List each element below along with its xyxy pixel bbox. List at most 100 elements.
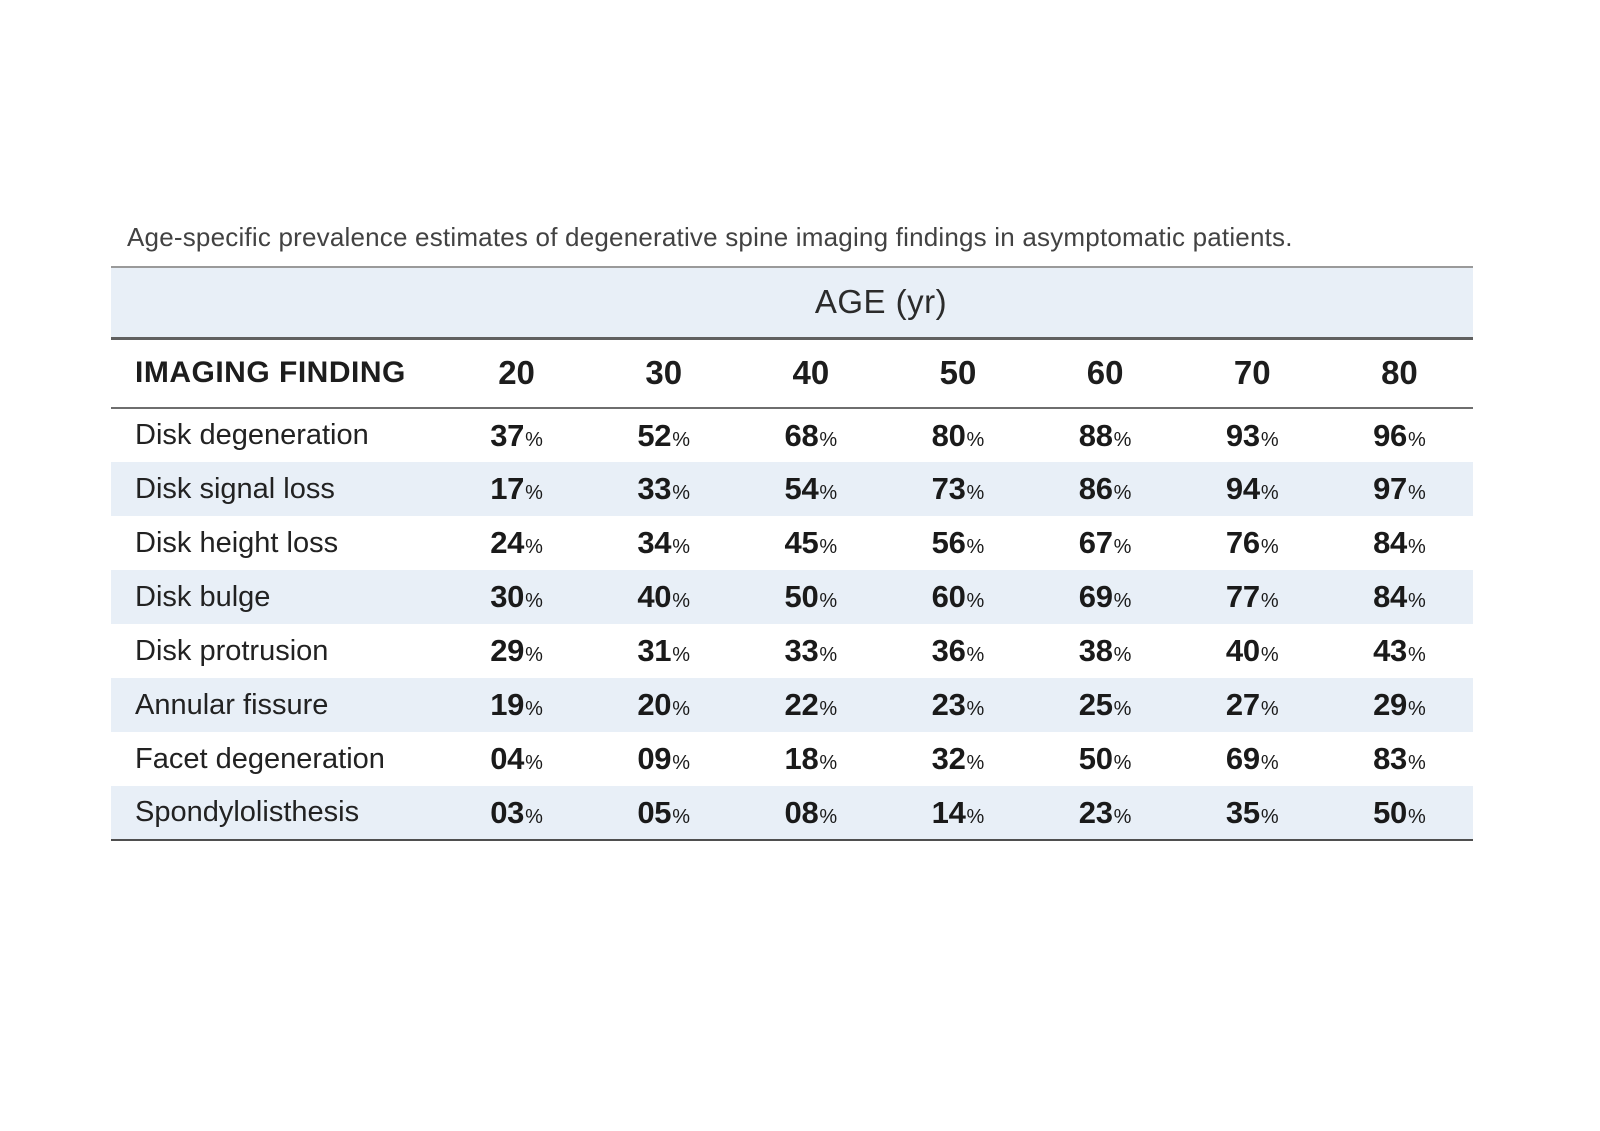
value-cell: 94% [1179,462,1326,516]
age-column-header-70: 70 [1178,338,1326,409]
value-cell: 83% [1326,732,1473,786]
value-number: 56 [931,525,966,560]
value-cell: 50% [737,570,884,624]
value-number: 05 [637,794,672,830]
value-cell: 22% [737,678,884,732]
value-cell: 38% [1032,624,1179,678]
value-number: 68 [784,417,819,453]
value-number: 04 [490,741,525,776]
percent-sign: % [966,482,985,504]
value-number: 36 [931,633,966,668]
percent-sign: % [819,428,838,451]
value-cell: 76% [1179,516,1326,570]
value-number: 22 [784,687,819,722]
finding-label: Disk degeneration [135,419,369,451]
percent-sign: % [672,482,691,504]
percent-sign: % [1407,805,1426,828]
finding-column-header: IMAGING FINDING [111,338,443,409]
finding-label: Disk height loss [135,526,339,559]
value-number: 96 [1373,417,1407,453]
percent-sign: % [1113,482,1132,504]
percent-sign: % [1260,590,1279,612]
age-group-header: AGE (yr) [111,266,1473,340]
value-number: 50 [1078,741,1113,776]
percent-sign: % [1407,698,1426,720]
percent-sign: % [1407,752,1426,774]
value-cell: 17% [443,462,590,516]
value-cell: 14% [884,786,1032,841]
value-number: 76 [1225,525,1260,560]
value-number: 60 [931,579,966,614]
value-cell: 25% [1032,678,1179,732]
value-cell: 33% [590,462,737,516]
percent-sign: % [819,536,838,558]
value-number: 67 [1078,525,1113,560]
value-number: 17 [490,471,525,506]
value-cell: 37% [443,408,590,462]
value-number: 31 [637,633,672,668]
table-row: Disk degeneration 37% 52% 68% 80% 88% 93% 96% [111,408,1473,462]
value-number: 29 [490,633,525,668]
value-cell: 88% [1032,408,1179,462]
percent-sign: % [672,428,691,451]
value-cell: 18% [737,732,884,786]
value-cell: 20% [590,678,737,732]
percent-sign: % [966,805,985,828]
value-cell: 54% [737,462,884,516]
value-cell: 60% [884,570,1031,624]
percent-sign: % [819,590,838,612]
value-cell: 68% [737,408,884,462]
percent-sign: % [1407,482,1426,504]
table-row: Spondylolisthesis 03% 05% 08% 14% 23% 35% 50% [111,786,1473,841]
percent-sign: % [1260,752,1279,774]
percent-sign: % [1260,805,1279,828]
finding-label: Facet degeneration [135,742,385,775]
value-cell: 50% [1325,786,1473,841]
percent-sign: % [819,752,838,774]
value-number: 38 [1078,633,1113,668]
finding-label: Disk signal loss [135,472,335,505]
percent-sign: % [1113,536,1132,558]
percent-sign: % [525,698,543,720]
value-number: 27 [1225,687,1260,722]
value-number: 09 [637,741,672,776]
value-cell: 69% [1032,570,1179,624]
value-cell: 93% [1179,408,1326,462]
value-cell: 23% [1031,786,1179,841]
percent-sign: % [672,536,691,558]
age-column-header-60: 60 [1031,338,1179,409]
value-cell: 24% [443,516,590,570]
value-cell: 56% [884,516,1031,570]
value-cell: 23% [884,678,1031,732]
percent-sign: % [672,805,691,828]
age-column-header-50: 50 [884,338,1032,409]
value-cell: 29% [1326,678,1473,732]
value-number: 88 [1078,417,1113,453]
value-cell: 80% [884,408,1031,462]
value-number: 43 [1373,633,1407,668]
value-number: 94 [1225,471,1260,506]
value-cell: 27% [1179,678,1326,732]
value-number: 86 [1078,471,1113,506]
percent-sign: % [966,752,985,774]
value-cell: 08% [737,786,885,841]
percent-sign: % [672,698,691,720]
value-number: 69 [1225,741,1260,776]
value-number: 93 [1225,417,1260,453]
value-cell: 73% [884,462,1031,516]
value-cell: 03% [443,786,591,841]
finding-label: Disk protrusion [135,634,329,667]
percent-sign: % [525,644,543,666]
value-cell: 45% [737,516,884,570]
age-column-header-30: 30 [590,338,738,409]
percent-sign: % [1260,482,1279,504]
percent-sign: % [1113,590,1132,612]
value-number: 73 [931,471,966,506]
percent-sign: % [819,482,838,504]
value-number: 54 [784,471,819,506]
percent-sign: % [1407,590,1426,612]
percent-sign: % [1407,644,1426,666]
value-number: 83 [1373,741,1407,776]
value-number: 03 [490,794,525,830]
value-cell: 84% [1326,516,1473,570]
